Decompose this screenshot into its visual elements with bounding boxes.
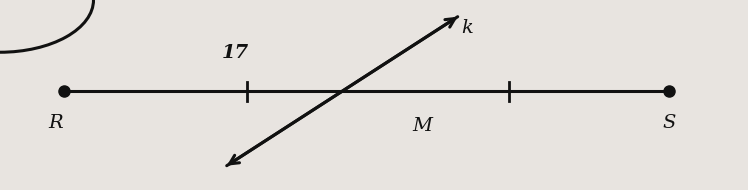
Text: k: k [462, 19, 473, 36]
Text: S: S [663, 115, 676, 132]
Text: M: M [413, 117, 432, 135]
Text: R: R [49, 115, 64, 132]
Text: 17: 17 [222, 44, 249, 62]
